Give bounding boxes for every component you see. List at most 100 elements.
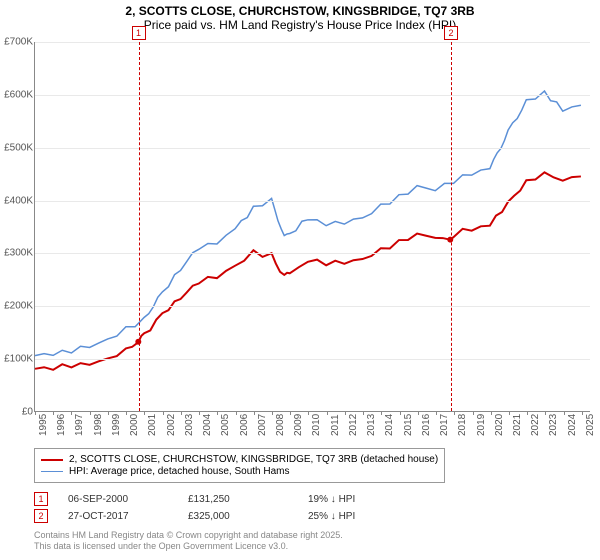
sale-row-price: £325,000 bbox=[188, 511, 308, 522]
footer-attribution: Contains HM Land Registry data © Crown c… bbox=[34, 530, 343, 552]
x-tick bbox=[90, 411, 91, 415]
x-tick bbox=[436, 411, 437, 415]
sale-marker-line bbox=[451, 42, 452, 411]
series-hpi bbox=[35, 91, 581, 356]
sale-row-marker: 1 bbox=[34, 492, 48, 506]
x-axis-label: 2005 bbox=[220, 414, 231, 436]
legend-swatch bbox=[41, 459, 63, 461]
legend-label: HPI: Average price, detached house, Sout… bbox=[69, 466, 290, 477]
sale-row: 227-OCT-2017£325,00025% ↓ HPI bbox=[34, 509, 428, 523]
footer-line2: This data is licensed under the Open Gov… bbox=[34, 541, 343, 552]
sale-row-date: 27-OCT-2017 bbox=[68, 511, 188, 522]
sale-data-table: 1 06-SEP-2000£131,25019% ↓ HPI 2 27-OCT-201… bbox=[34, 492, 428, 526]
y-axis-label: £200K bbox=[1, 301, 33, 312]
x-axis-label: 2019 bbox=[476, 414, 487, 436]
y-gridline bbox=[35, 95, 590, 96]
x-tick bbox=[582, 411, 583, 415]
x-axis-label: 2018 bbox=[457, 414, 468, 436]
legend-swatch bbox=[41, 471, 63, 472]
title-block: 2, SCOTTS CLOSE, CHURCHSTOW, KINGSBRIDGE… bbox=[0, 0, 600, 32]
x-axis-label: 2014 bbox=[384, 414, 395, 436]
x-axis-label: 2007 bbox=[257, 414, 268, 436]
y-axis-label: £700K bbox=[1, 37, 33, 48]
sale-marker-line bbox=[139, 42, 140, 411]
x-tick bbox=[144, 411, 145, 415]
x-axis-label: 2001 bbox=[147, 414, 158, 436]
x-axis-label: 1998 bbox=[93, 414, 104, 436]
y-axis-label: £300K bbox=[1, 248, 33, 259]
x-axis-label: 1999 bbox=[111, 414, 122, 436]
x-tick bbox=[363, 411, 364, 415]
x-axis-label: 2008 bbox=[275, 414, 286, 436]
x-axis-label: 1997 bbox=[74, 414, 85, 436]
x-axis-label: 1996 bbox=[56, 414, 67, 436]
x-axis-label: 2012 bbox=[348, 414, 359, 436]
x-axis-label: 2013 bbox=[366, 414, 377, 436]
x-tick bbox=[53, 411, 54, 415]
x-axis-label: 2015 bbox=[403, 414, 414, 436]
x-tick bbox=[345, 411, 346, 415]
footer-line1: Contains HM Land Registry data © Crown c… bbox=[34, 530, 343, 541]
x-tick bbox=[236, 411, 237, 415]
y-axis-label: £600K bbox=[1, 89, 33, 100]
sale-row-price: £131,250 bbox=[188, 494, 308, 505]
x-axis-label: 2003 bbox=[184, 414, 195, 436]
y-axis-label: £100K bbox=[1, 354, 33, 365]
x-tick bbox=[199, 411, 200, 415]
x-axis-label: 2017 bbox=[439, 414, 450, 436]
x-tick bbox=[418, 411, 419, 415]
sale-row: 1 06-SEP-2000£131,25019% ↓ HPI bbox=[34, 492, 428, 506]
x-tick bbox=[327, 411, 328, 415]
x-tick bbox=[108, 411, 109, 415]
x-tick bbox=[217, 411, 218, 415]
x-tick bbox=[290, 411, 291, 415]
x-tick bbox=[254, 411, 255, 415]
y-axis-label: £0 bbox=[1, 407, 33, 418]
y-gridline bbox=[35, 148, 590, 149]
y-axis-label: £500K bbox=[1, 142, 33, 153]
sale-row-date: 06-SEP-2000 bbox=[68, 494, 188, 505]
x-tick bbox=[473, 411, 474, 415]
x-tick bbox=[272, 411, 273, 415]
legend-label: 2, SCOTTS CLOSE, CHURCHSTOW, KINGSBRIDGE… bbox=[69, 454, 438, 465]
x-axis-label: 2025 bbox=[585, 414, 596, 436]
legend-item: 2, SCOTTS CLOSE, CHURCHSTOW, KINGSBRIDGE… bbox=[41, 454, 438, 465]
x-axis-label: 2024 bbox=[567, 414, 578, 436]
x-tick bbox=[163, 411, 164, 415]
y-gridline bbox=[35, 201, 590, 202]
x-tick bbox=[181, 411, 182, 415]
x-axis-label: 2004 bbox=[202, 414, 213, 436]
x-tick bbox=[71, 411, 72, 415]
x-tick bbox=[454, 411, 455, 415]
x-tick bbox=[564, 411, 565, 415]
x-axis-label: 2009 bbox=[293, 414, 304, 436]
x-tick bbox=[308, 411, 309, 415]
y-axis-label: £400K bbox=[1, 195, 33, 206]
x-axis-label: 2006 bbox=[239, 414, 250, 436]
x-tick bbox=[126, 411, 127, 415]
x-axis-label: 2022 bbox=[530, 414, 541, 436]
sale-marker-badge: 1 bbox=[132, 26, 146, 40]
x-axis-label: 1995 bbox=[38, 414, 49, 436]
series-property bbox=[35, 172, 581, 369]
sale-row-delta: 19% ↓ HPI bbox=[308, 494, 428, 505]
x-tick bbox=[381, 411, 382, 415]
y-gridline bbox=[35, 42, 590, 43]
x-axis-label: 2016 bbox=[421, 414, 432, 436]
x-tick bbox=[509, 411, 510, 415]
x-axis-label: 2000 bbox=[129, 414, 140, 436]
title-line1: 2, SCOTTS CLOSE, CHURCHSTOW, KINGSBRIDGE… bbox=[0, 4, 600, 18]
x-axis-label: 2020 bbox=[494, 414, 505, 436]
x-tick bbox=[545, 411, 546, 415]
y-gridline bbox=[35, 359, 590, 360]
sale-row-marker: 2 bbox=[34, 509, 48, 523]
x-axis-label: 2021 bbox=[512, 414, 523, 436]
chart-container: 2, SCOTTS CLOSE, CHURCHSTOW, KINGSBRIDGE… bbox=[0, 0, 600, 560]
chart-svg bbox=[35, 42, 590, 411]
title-line2: Price paid vs. HM Land Registry's House … bbox=[0, 18, 600, 32]
x-axis-label: 2023 bbox=[548, 414, 559, 436]
sale-marker-badge: 2 bbox=[444, 26, 458, 40]
chart-plot-area: £0£100K£200K£300K£400K£500K£600K£700K199… bbox=[34, 42, 590, 412]
x-tick bbox=[527, 411, 528, 415]
y-gridline bbox=[35, 253, 590, 254]
